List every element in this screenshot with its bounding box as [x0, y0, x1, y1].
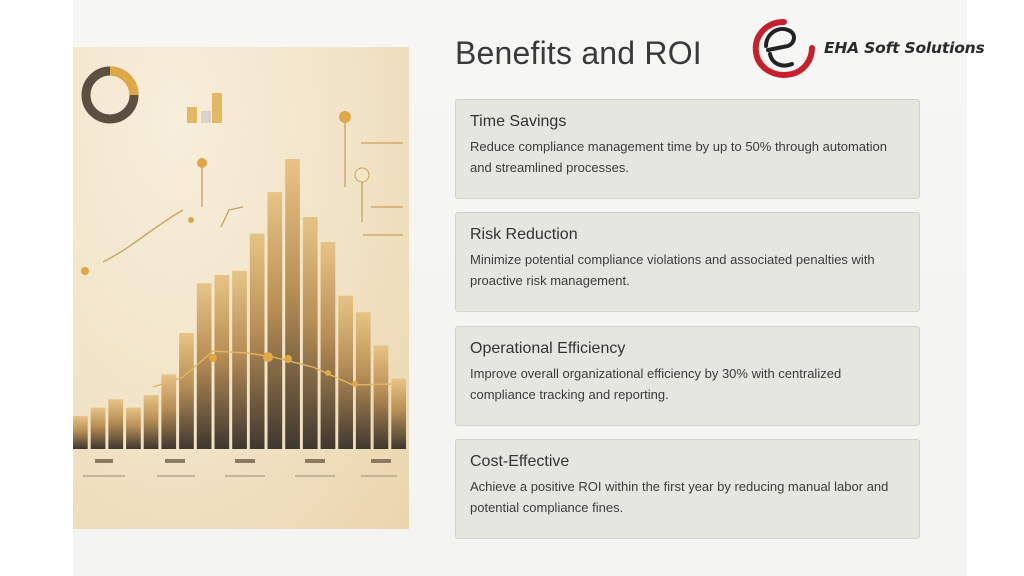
decorative-dots	[81, 111, 370, 275]
benefit-title: Operational Efficiency	[470, 340, 626, 357]
chart-bar	[249, 233, 265, 449]
chart-bar	[373, 345, 389, 449]
benefit-card-time-savings: Time Savings Reduce compliance managemen…	[455, 99, 920, 199]
chart-bar	[267, 192, 283, 449]
benefit-description: Minimize potential compliance violations…	[470, 252, 875, 288]
chart-bar	[232, 270, 247, 449]
benefit-description: Achieve a positive ROI within the first …	[470, 479, 889, 515]
chart-bar	[196, 283, 212, 449]
decorative-lines	[102, 122, 403, 263]
chart-bar	[391, 378, 406, 449]
benefit-description: Reduce compliance management time by up …	[470, 139, 887, 175]
donut-icon	[81, 66, 139, 124]
chart-bar	[108, 399, 124, 449]
trend-line	[152, 350, 392, 388]
chart-bars	[73, 159, 406, 449]
chart-bar	[161, 374, 177, 449]
chart-bar	[320, 241, 336, 449]
logo-e-icon	[752, 19, 815, 78]
chart-bar	[143, 395, 159, 449]
chart-bar	[285, 159, 300, 449]
chart-bar	[302, 217, 318, 449]
chart-bar	[90, 407, 106, 449]
benefit-description: Improve overall organizational efficienc…	[470, 366, 842, 402]
benefit-card-risk-reduction: Risk Reduction Minimize potential compli…	[455, 212, 920, 312]
mini-bars-icon	[187, 93, 222, 123]
chart-bar	[126, 407, 141, 449]
chart-bar	[355, 312, 371, 449]
logo-text: EHA Soft Solutions	[824, 39, 985, 57]
bar-chart-illustration	[73, 47, 409, 529]
benefit-card-cost-effective: Cost-Effective Achieve a positive ROI wi…	[455, 439, 920, 539]
benefit-title: Cost-Effective	[470, 453, 570, 470]
benefit-card-operational-efficiency: Operational Efficiency Improve overall o…	[455, 326, 920, 426]
slide-title: Benefits and ROI	[455, 35, 702, 71]
company-logo: EHA Soft Solutions	[752, 16, 1014, 80]
axis-labels-decorative	[83, 459, 397, 477]
bar-chart-illustration-graphic	[73, 66, 406, 477]
trend-dots	[209, 352, 358, 387]
chart-bar	[338, 295, 353, 449]
benefit-title: Risk Reduction	[470, 226, 578, 243]
chart-bar	[73, 415, 88, 449]
benefit-title: Time Savings	[470, 113, 567, 130]
chart-bar	[179, 333, 194, 449]
chart-bar	[214, 275, 230, 449]
